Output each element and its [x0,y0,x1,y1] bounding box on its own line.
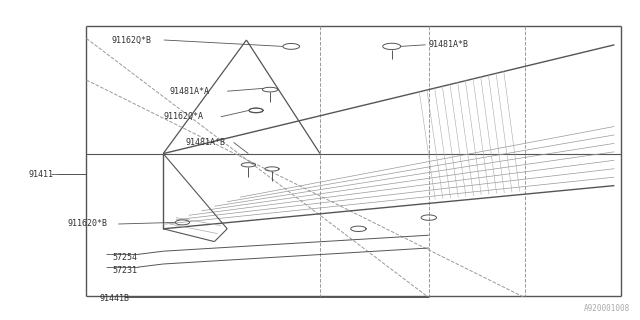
Text: 91441B: 91441B [99,294,129,303]
Text: 91481A*B: 91481A*B [186,138,226,147]
Text: 91481A*A: 91481A*A [170,87,210,96]
Text: 91162Q*B: 91162Q*B [112,36,152,44]
Text: 57254: 57254 [112,253,137,262]
Text: 57231: 57231 [112,266,137,275]
Text: 91481A*B: 91481A*B [429,40,468,49]
Text: 91162Q*A: 91162Q*A [163,112,204,121]
Text: 911620*B: 911620*B [67,220,108,228]
Text: A920001008: A920001008 [584,304,630,313]
Text: 91411: 91411 [29,170,54,179]
